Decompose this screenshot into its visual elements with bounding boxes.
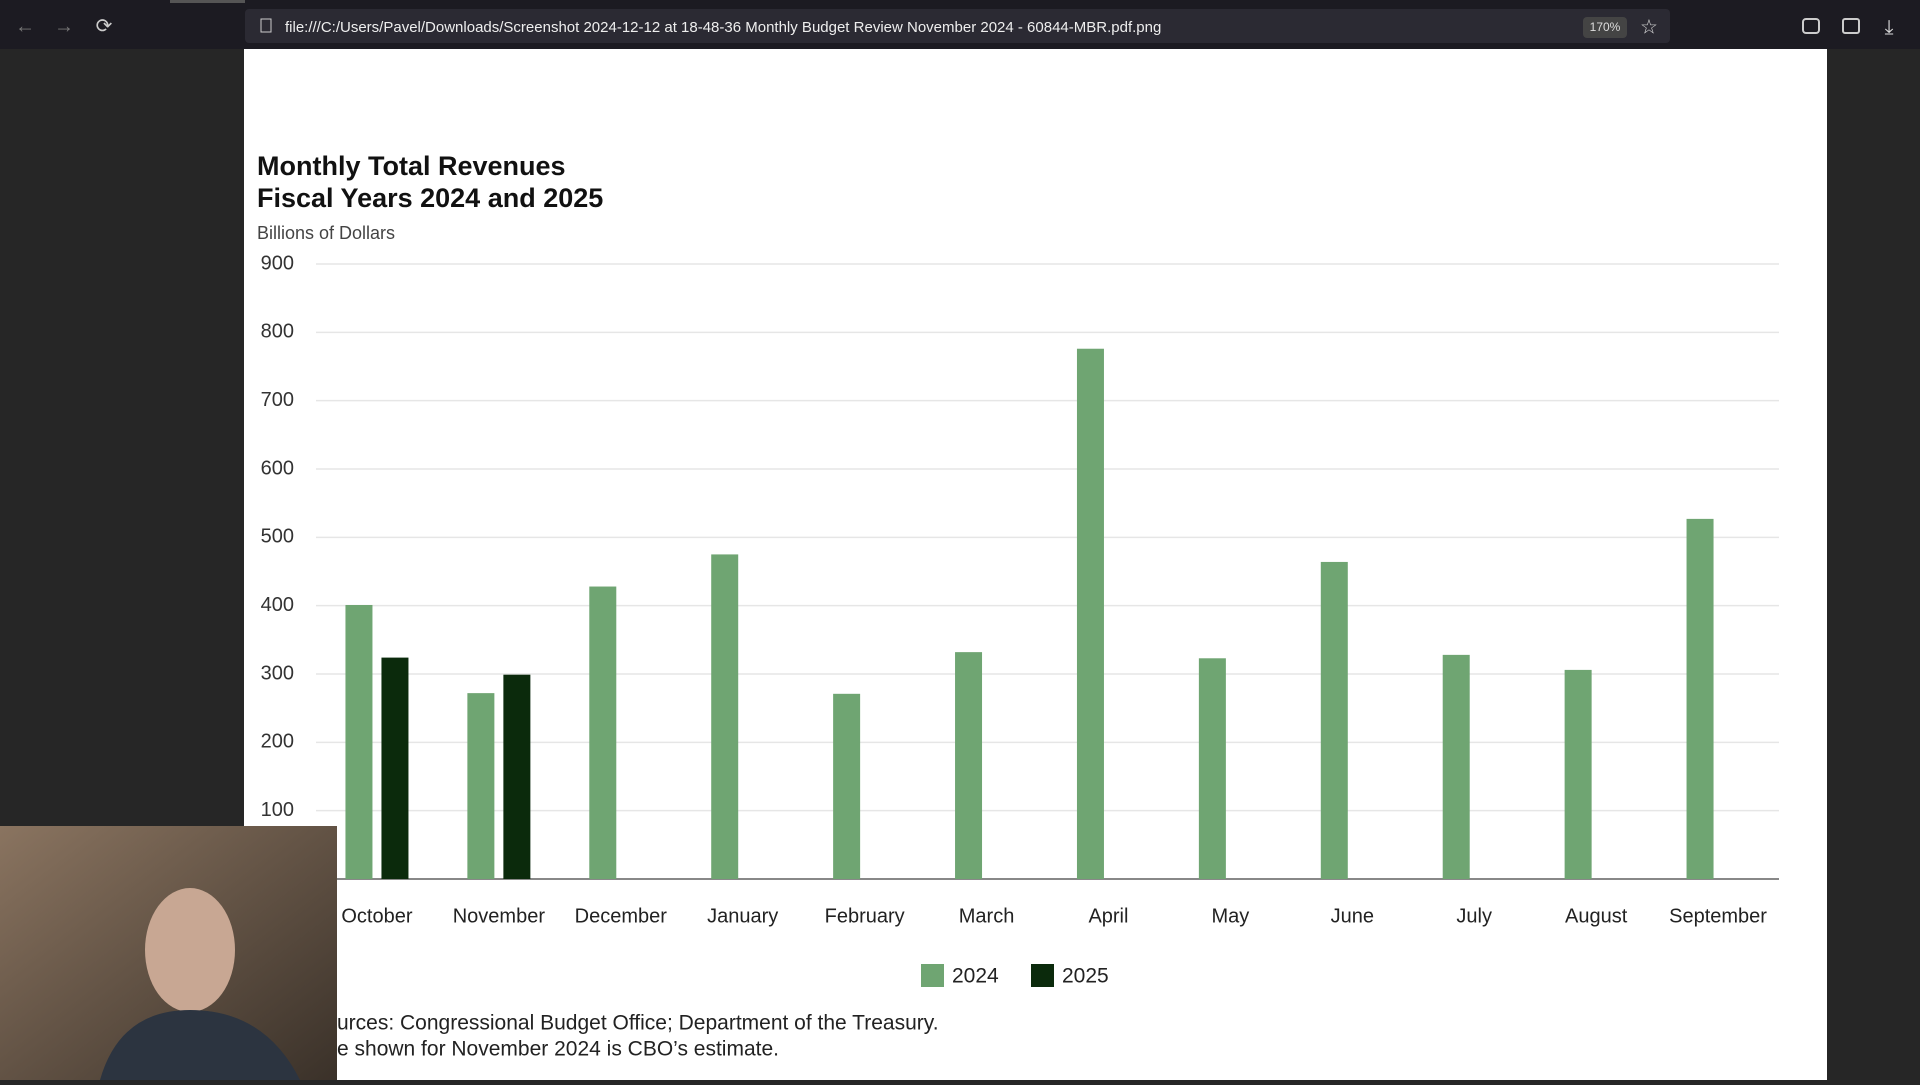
bar: [833, 693, 861, 879]
x-tick-label: July: [1456, 905, 1492, 927]
y-axis-label: Billions of Dollars: [257, 223, 395, 243]
legend-label: 2024: [952, 965, 999, 988]
chart-subtitle: Fiscal Years 2024 and 2025: [257, 183, 603, 213]
y-tick-label: 800: [261, 321, 294, 343]
webcam-face: [145, 888, 235, 1012]
bar: [955, 652, 983, 879]
bar: [1198, 658, 1226, 879]
y-tick-label: 600: [261, 457, 294, 479]
page-canvas: [244, 49, 1827, 1080]
chart: Monthly Total Revenues Fiscal Years 2024…: [257, 151, 1779, 1061]
tab-indicator: [170, 0, 245, 3]
page-icon: [260, 18, 272, 33]
y-tick-label: 500: [261, 526, 294, 548]
zoom-badge[interactable]: [1583, 17, 1627, 38]
legend-swatch: [921, 964, 944, 987]
y-tick-label: 200: [261, 731, 294, 753]
pocket-button[interactable]: [1802, 18, 1820, 34]
webcam-shirt: [100, 1010, 300, 1080]
y-tick-label: 900: [261, 252, 294, 274]
bar: [1320, 561, 1348, 879]
y-tick-label: 700: [261, 389, 294, 411]
zoom-level: 170%: [1590, 20, 1621, 34]
bar: [1686, 518, 1714, 879]
x-tick-label: June: [1331, 905, 1374, 927]
x-tick-label: December: [575, 905, 668, 927]
url-bar[interactable]: [245, 9, 1670, 43]
extensions-button[interactable]: [1842, 18, 1860, 34]
chart-title: Monthly Total Revenues: [257, 151, 566, 181]
forward-button[interactable]: →: [54, 15, 74, 37]
reload-button[interactable]: ⟳: [96, 15, 113, 37]
bar: [467, 693, 495, 879]
estimate-note: e shown for November 2024 is CBO’s estim…: [337, 1038, 779, 1061]
y-tick-label: 100: [261, 799, 294, 821]
bar: [1442, 654, 1470, 879]
back-button[interactable]: ←: [15, 15, 35, 37]
source-note: urces: Congressional Budget Office; Depa…: [337, 1012, 939, 1035]
y-tick-label: 300: [261, 662, 294, 684]
bar: [503, 674, 531, 879]
x-tick-label: September: [1669, 905, 1767, 927]
bar: [1564, 669, 1592, 879]
bookmark-star[interactable]: ☆: [1640, 16, 1658, 38]
x-tick-label: May: [1211, 905, 1249, 927]
webcam-overlay: [0, 826, 337, 1080]
x-tick-label: October: [341, 905, 412, 927]
x-tick-label: February: [825, 905, 905, 927]
bar: [711, 554, 739, 879]
bar: [589, 586, 617, 879]
url-text: file:///C:/Users/Pavel/Downloads/Screens…: [285, 19, 1161, 36]
x-tick-label: August: [1565, 905, 1628, 927]
x-tick-label: April: [1088, 905, 1128, 927]
y-tick-label: 400: [261, 594, 294, 616]
legend-swatch: [1031, 964, 1054, 987]
x-tick-label: March: [959, 905, 1015, 927]
bar: [381, 657, 409, 879]
legend-label: 2025: [1062, 965, 1109, 988]
x-tick-label: January: [707, 905, 778, 927]
bar: [345, 604, 373, 879]
downloads-button[interactable]: ⤓: [1885, 16, 1894, 38]
x-tick-label: November: [453, 905, 546, 927]
bar: [1076, 348, 1104, 879]
